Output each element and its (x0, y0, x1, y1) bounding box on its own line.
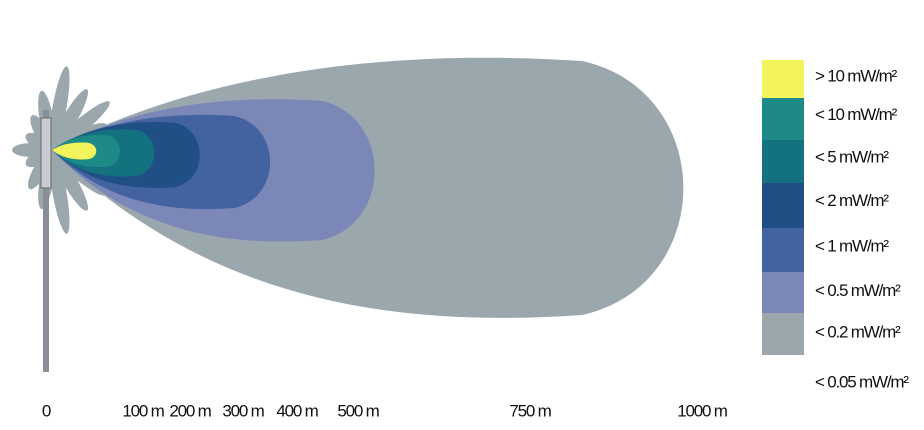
legend-label: < 2 mW/m² (815, 191, 889, 210)
distance-label: 0 (42, 401, 51, 420)
legend-label: < 0.2 mW/m² (815, 322, 901, 341)
legend-swatch (762, 183, 804, 228)
distance-label: 400 m (276, 401, 318, 420)
legend-swatch (762, 98, 804, 140)
legend-label: < 0.05 mW/m² (815, 372, 909, 391)
distance-label: 1000 m (677, 401, 728, 420)
distance-label: 300 m (222, 401, 264, 420)
legend-swatch (762, 60, 804, 98)
distance-label: 200 m (169, 401, 211, 420)
legend-swatch (762, 313, 804, 355)
page: > 10 mW/m² < 10 mW/m² < 5 mW/m² < 2 mW/m² < … (0, 0, 924, 430)
antenna-panel (41, 118, 51, 188)
legend-label: < 1 mW/m² (815, 236, 889, 255)
legend-label: > 10 mW/m² (815, 66, 898, 85)
legend-label: < 10 mW/m² (815, 105, 898, 124)
legend-label: < 5 mW/m² (815, 147, 889, 166)
radiation-pattern (12, 58, 683, 318)
diagram: > 10 mW/m² < 10 mW/m² < 5 mW/m² < 2 mW/m² < … (0, 0, 924, 430)
legend-label: < 0.5 mW/m² (815, 281, 901, 300)
distance-label: 500 m (337, 401, 379, 420)
distance-label: 100 m (122, 401, 164, 420)
distance-label: 750 m (509, 401, 551, 420)
legend-swatch (762, 228, 804, 272)
legend-swatch (762, 272, 804, 313)
legend-swatch (762, 140, 804, 183)
